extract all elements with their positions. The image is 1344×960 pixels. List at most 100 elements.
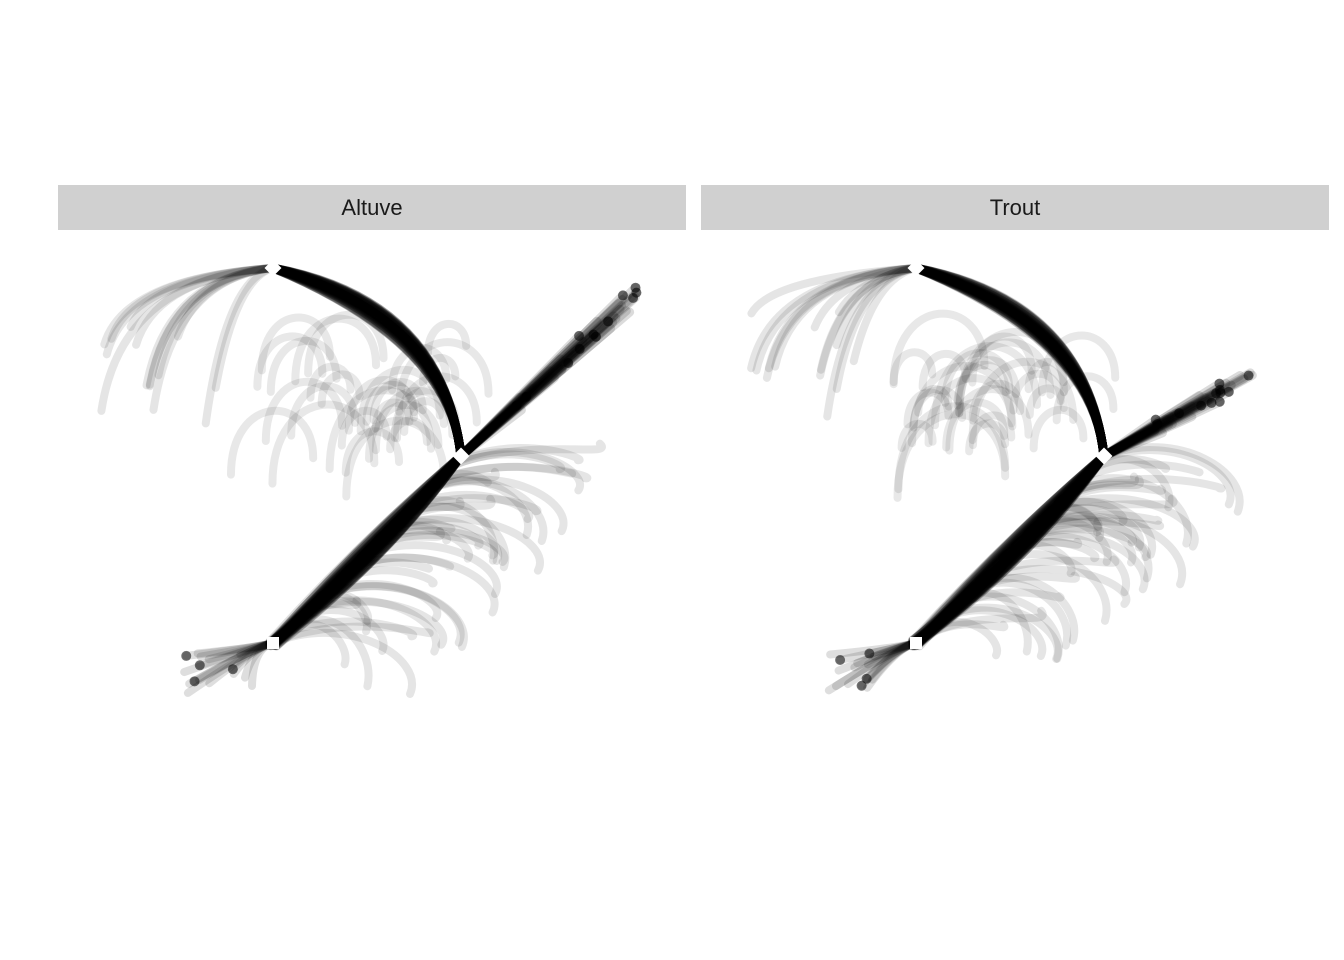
trace-line xyxy=(456,329,599,461)
trace-line xyxy=(1099,398,1217,461)
trace-line xyxy=(268,263,466,461)
trace-line xyxy=(1024,357,1068,394)
trace-line xyxy=(953,356,1021,410)
trace-line xyxy=(456,317,618,461)
trace-line xyxy=(451,444,584,466)
trace-line xyxy=(419,467,500,497)
trace-line xyxy=(271,451,466,645)
trace-line xyxy=(456,405,526,461)
trace-line xyxy=(456,300,627,461)
trace-line xyxy=(908,451,1109,647)
trace-line xyxy=(911,451,1109,648)
trace-line xyxy=(909,451,1109,646)
trace-line xyxy=(911,451,1109,646)
trace-line xyxy=(911,263,1109,461)
first-base-marker xyxy=(452,447,470,465)
trace-line xyxy=(914,451,1109,647)
trace-line xyxy=(374,521,452,545)
trace-line xyxy=(911,263,1109,461)
trace-line xyxy=(394,338,493,416)
trace-line xyxy=(912,451,1109,649)
trace-line xyxy=(270,451,466,650)
trace-line xyxy=(931,342,1042,430)
trace-line xyxy=(919,606,1047,640)
trace-line xyxy=(908,451,1109,645)
trace-line xyxy=(270,451,466,649)
trace-line xyxy=(911,263,1109,461)
trace-line xyxy=(909,451,1109,648)
trace-line xyxy=(911,263,1109,461)
trace-line xyxy=(456,290,628,461)
trace-line xyxy=(267,451,466,650)
trace-line xyxy=(268,263,466,461)
trace-line xyxy=(1099,428,1167,461)
trace-line xyxy=(271,451,466,650)
trace-line xyxy=(1038,331,1120,397)
trace-line xyxy=(268,263,466,461)
trace-line xyxy=(299,597,448,649)
trace-endpoint xyxy=(1223,386,1234,397)
trace-line xyxy=(268,263,466,461)
trace-line xyxy=(747,264,920,373)
trace-line xyxy=(266,451,466,647)
trace-line xyxy=(911,263,1109,461)
trace-line xyxy=(456,333,598,461)
trace-line xyxy=(914,385,953,417)
trace-line xyxy=(456,299,623,461)
trace-line xyxy=(911,451,1109,647)
trace-line xyxy=(955,328,1068,418)
trace-line xyxy=(268,451,466,645)
trace-line xyxy=(897,419,937,452)
trace-line xyxy=(268,263,466,461)
trace-line xyxy=(268,263,466,461)
trace-line xyxy=(268,263,466,461)
trace-line xyxy=(264,451,466,650)
trace-line xyxy=(1024,515,1137,547)
trace-line xyxy=(365,530,499,560)
trace-line xyxy=(266,451,466,648)
trace-line xyxy=(268,263,466,461)
trace-line xyxy=(908,451,1109,651)
trace-line xyxy=(911,451,1109,647)
trace-line xyxy=(918,349,970,392)
trace-line xyxy=(913,451,1109,646)
trace-line xyxy=(1025,384,1068,419)
trace-line xyxy=(304,310,388,378)
trace-line xyxy=(421,477,548,545)
trace-line xyxy=(268,263,466,461)
trace-line xyxy=(268,263,466,461)
trace-line xyxy=(268,263,466,461)
trace-line xyxy=(911,263,1109,461)
trace-endpoint xyxy=(1243,370,1254,381)
trace-line xyxy=(975,564,1131,608)
trace-line xyxy=(268,263,466,461)
trace-line xyxy=(911,263,1109,461)
trace-line xyxy=(1022,518,1137,567)
trace-line xyxy=(271,451,466,650)
trace-line xyxy=(257,313,334,375)
trace-line xyxy=(1046,494,1199,551)
trace-line xyxy=(268,263,466,461)
trace-line xyxy=(396,502,510,572)
trace-line xyxy=(910,451,1109,645)
trace-line xyxy=(1054,475,1144,506)
trace-line xyxy=(912,451,1109,650)
trace-line xyxy=(269,451,466,649)
trace-endpoint xyxy=(835,654,846,665)
trace-line xyxy=(924,374,1017,448)
trace-line xyxy=(145,264,277,391)
trace-line xyxy=(911,263,1109,461)
trace-line xyxy=(914,451,1109,648)
trace-line xyxy=(1010,530,1149,594)
trace-line xyxy=(910,451,1109,649)
trace-line xyxy=(265,451,466,651)
trace-line xyxy=(456,364,567,461)
trace-line xyxy=(456,373,559,461)
trace-line xyxy=(268,263,466,461)
trace-line xyxy=(265,451,466,648)
trace-line xyxy=(268,263,466,461)
trace-endpoint xyxy=(189,676,200,687)
trace-line xyxy=(1000,538,1100,563)
trace-line xyxy=(456,392,524,461)
trace-line xyxy=(967,573,1079,645)
